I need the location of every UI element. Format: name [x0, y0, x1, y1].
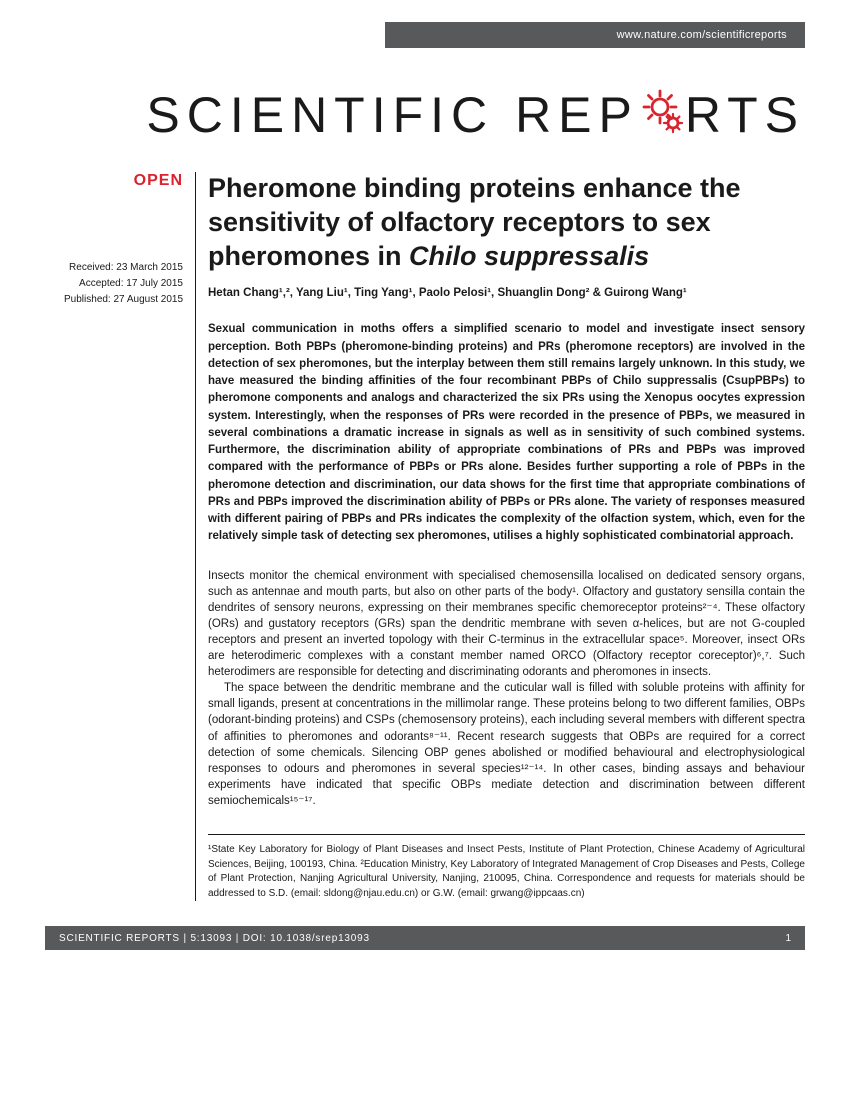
received-date: Received: 23 March 2015 [45, 260, 183, 276]
logo-part1: SCIENTIFIC [146, 86, 494, 144]
open-access-label: OPEN [45, 172, 183, 190]
gear-icon [636, 85, 688, 149]
body-paragraph-1: Insects monitor the chemical environment… [208, 568, 805, 681]
page-number: 1 [785, 933, 791, 944]
logo-part3: RTS [685, 86, 805, 144]
body-paragraph-2: The space between the dendritic membrane… [208, 680, 805, 809]
content: OPEN Received: 23 March 2015 Accepted: 1… [45, 172, 805, 901]
published-date: Published: 27 August 2015 [45, 292, 183, 308]
body-text: Insects monitor the chemical environment… [208, 568, 805, 809]
journal-url: www.nature.com/scientificreports [617, 29, 787, 41]
right-column: Pheromone binding proteins enhance the s… [195, 172, 805, 901]
article-dates: Received: 23 March 2015 Accepted: 17 Jul… [45, 260, 183, 308]
header-bar: www.nature.com/scientificreports [385, 22, 805, 48]
footer-citation: SCIENTIFIC REPORTS | 5:13093 | DOI: 10.1… [59, 933, 370, 944]
abstract: Sexual communication in moths offers a s… [208, 321, 805, 545]
article-title: Pheromone binding proteins enhance the s… [208, 172, 805, 273]
logo-part2: REP [515, 86, 639, 144]
journal-logo: SCIENTIFIC REP [45, 83, 805, 147]
left-column: OPEN Received: 23 March 2015 Accepted: 1… [45, 172, 195, 901]
accepted-date: Accepted: 17 July 2015 [45, 276, 183, 292]
authors: Hetan Chang¹,², Yang Liu¹, Ting Yang¹, P… [208, 285, 805, 301]
title-species: Chilo suppressalis [409, 241, 649, 271]
footer-bar: SCIENTIFIC REPORTS | 5:13093 | DOI: 10.1… [45, 926, 805, 950]
logo-text: SCIENTIFIC REP [146, 83, 805, 147]
affiliations: ¹State Key Laboratory for Biology of Pla… [208, 834, 805, 901]
